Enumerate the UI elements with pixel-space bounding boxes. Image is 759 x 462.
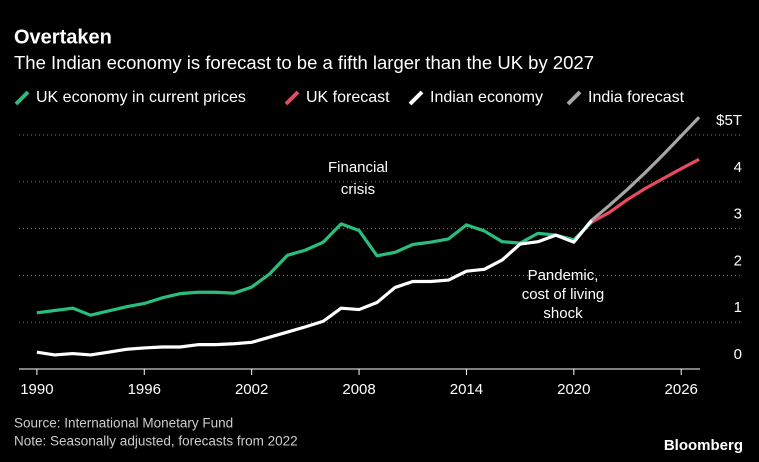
- legend-swatch: [284, 90, 300, 106]
- series-line: [590, 157, 700, 224]
- x-tick-label: 2002: [235, 381, 268, 398]
- y-tick-label: 0: [734, 346, 742, 363]
- x-tick-label: 1990: [20, 381, 53, 398]
- legend-label: UK forecast: [306, 89, 390, 106]
- source: Source: International Monetary Fund: [14, 416, 233, 431]
- y-tick-label: 2: [734, 252, 742, 269]
- x-tick-label: 2020: [557, 381, 590, 398]
- legend-swatch: [408, 90, 424, 106]
- x-tick-label: 2026: [665, 381, 698, 398]
- legend-swatch: [566, 90, 582, 106]
- legend-label: UK economy in current prices: [36, 89, 246, 106]
- credit: Bloomberg: [664, 437, 743, 454]
- annotation: Financial: [328, 159, 388, 176]
- series-line: [36, 219, 593, 357]
- legend-swatch: [14, 90, 30, 106]
- x-tick-label: 2008: [342, 381, 375, 398]
- legend-label: India forecast: [588, 89, 685, 106]
- annotation: shock: [543, 305, 583, 322]
- y-tick-label: 1: [734, 299, 742, 316]
- annotation: cost of living: [522, 286, 605, 303]
- x-tick-label: 2014: [450, 381, 483, 398]
- series-line: [590, 116, 701, 222]
- annotation: Pandemic,: [528, 267, 599, 284]
- note: Note: Seasonally adjusted, forecasts fro…: [14, 434, 298, 449]
- chart-subtitle: The Indian economy is forecast to be a f…: [14, 52, 594, 73]
- chart-title: Overtaken: [14, 26, 112, 48]
- annotation: crisis: [341, 181, 375, 198]
- y-tick-label: 4: [734, 159, 742, 176]
- x-tick-label: 1996: [128, 381, 161, 398]
- series-line: [36, 220, 593, 317]
- legend-label: Indian economy: [430, 89, 543, 106]
- y-tick-label: 3: [734, 206, 742, 223]
- y-tick-label: $5T: [716, 112, 742, 129]
